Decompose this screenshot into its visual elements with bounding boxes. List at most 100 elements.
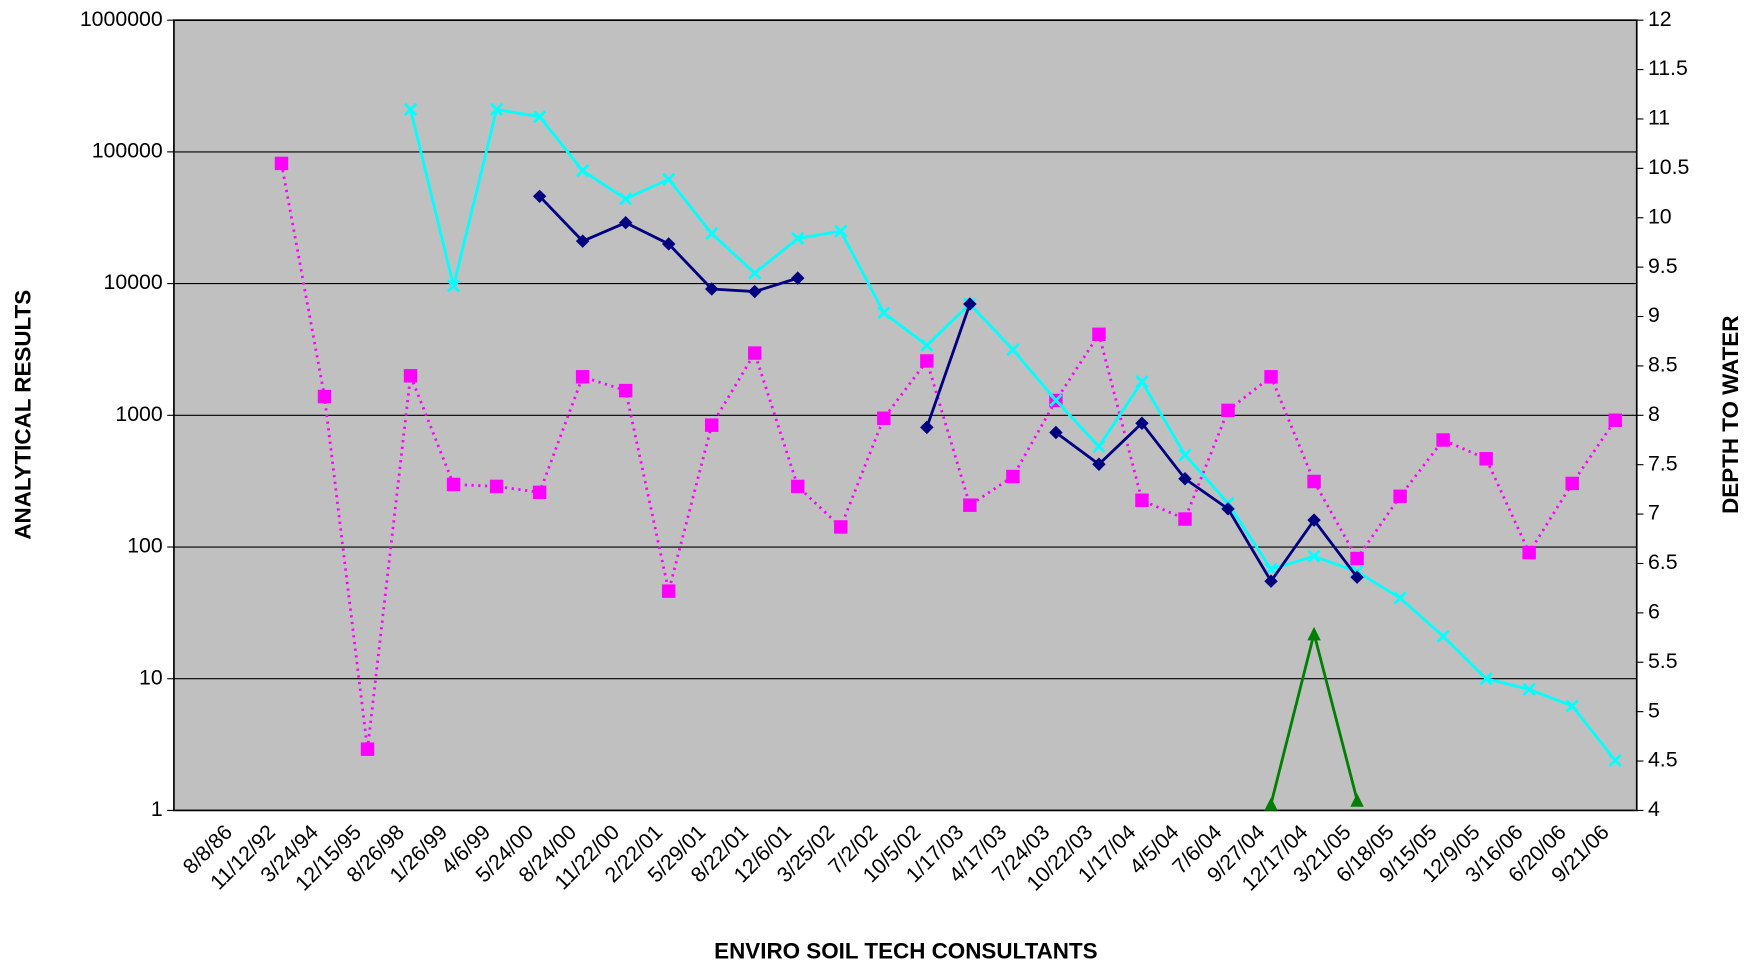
y2-tick-label: 9.5: [1648, 254, 1678, 278]
point: [877, 411, 891, 425]
point: [1608, 413, 1622, 427]
point: [575, 234, 590, 248]
y2-tick-label: 4.5: [1648, 748, 1678, 772]
point: [1479, 452, 1493, 466]
point: [1522, 682, 1536, 696]
point: [360, 742, 375, 756]
point: [791, 479, 805, 494]
point: [1307, 549, 1321, 563]
y2-tick-label: 10: [1648, 204, 1672, 228]
y-tick-label: 100: [127, 534, 163, 558]
point: [1608, 753, 1622, 767]
point: [1135, 375, 1149, 389]
point: [618, 383, 633, 398]
point: [1350, 551, 1364, 566]
point: [1092, 327, 1106, 342]
y-tick-label: 100000: [92, 139, 163, 163]
point: [446, 477, 461, 492]
point: [662, 172, 676, 186]
x-axis-title: ENVIRO SOIL TECH CONSULTANTS: [714, 939, 1097, 964]
point: [532, 485, 547, 500]
point: [490, 102, 504, 117]
point: [1135, 493, 1149, 507]
point: [446, 279, 461, 293]
y2-tick-label: 5.5: [1648, 649, 1678, 673]
y2-tick-label: 7: [1648, 501, 1660, 525]
y2-tick-label: 11: [1648, 106, 1670, 130]
point: [963, 297, 977, 311]
point: [576, 164, 590, 178]
point: [920, 420, 934, 435]
point: [1565, 699, 1579, 713]
point: [1092, 439, 1106, 454]
point: [1393, 489, 1407, 504]
point: [1479, 672, 1493, 686]
point: [274, 156, 289, 171]
point: [1307, 626, 1321, 641]
point: [1436, 433, 1450, 447]
y2-tick-label: 4: [1648, 797, 1660, 821]
y2-tick-label: 6: [1648, 599, 1660, 623]
point: [920, 354, 934, 368]
point: [403, 102, 418, 117]
point: [1006, 343, 1020, 357]
y2-tick-label: 6.5: [1648, 550, 1678, 574]
point: [1178, 471, 1192, 486]
point: [1264, 797, 1278, 811]
point: [920, 338, 934, 352]
point: [1565, 476, 1579, 491]
y2-tick-label: 9: [1648, 303, 1660, 327]
y-tick-label: 10: [139, 665, 163, 689]
y-tick-label: 10000: [104, 270, 163, 294]
point: [1264, 370, 1278, 384]
point: [748, 284, 762, 299]
point: [704, 282, 719, 296]
point: [1221, 502, 1235, 516]
y-tick-label: 1: [151, 797, 163, 821]
point: [877, 306, 891, 320]
point: [575, 370, 590, 384]
point: [489, 479, 504, 494]
point: [1221, 403, 1235, 418]
y2-axis-title: DEPTH TO WATER: [1718, 316, 1743, 514]
point: [532, 189, 547, 204]
point: [661, 237, 676, 251]
point: [317, 389, 332, 404]
point: [791, 271, 805, 285]
point: [618, 215, 633, 230]
point: [1393, 591, 1407, 605]
point: [748, 266, 762, 280]
point: [619, 192, 633, 206]
y2-tick-label: 12: [1648, 7, 1672, 31]
point: [1436, 629, 1450, 643]
point: [1264, 574, 1278, 588]
point: [1307, 513, 1321, 527]
y2-tick-label: 8: [1648, 402, 1660, 426]
point: [704, 418, 719, 432]
point: [1307, 474, 1321, 489]
point: [834, 520, 848, 534]
point: [533, 110, 547, 124]
point: [1350, 570, 1364, 584]
point: [1522, 545, 1536, 560]
point: [1135, 416, 1149, 430]
point: [748, 346, 762, 360]
y-tick-label: 1000: [115, 402, 162, 426]
point: [1049, 425, 1063, 440]
y2-tick-label: 8.5: [1648, 353, 1678, 377]
point: [1350, 793, 1364, 807]
point: [1178, 512, 1192, 526]
point: [791, 231, 805, 246]
point: [1092, 457, 1106, 471]
y2-tick-label: 11.5: [1648, 56, 1688, 80]
y2-tick-label: 10.5: [1648, 155, 1689, 179]
y2-tick-label: 7.5: [1648, 451, 1678, 475]
point: [1006, 469, 1020, 484]
point: [1178, 448, 1192, 462]
point: [834, 224, 848, 238]
point: [705, 226, 719, 241]
point: [661, 584, 676, 598]
y-axis-title: ANALYTICAL RESULTS: [11, 290, 36, 540]
